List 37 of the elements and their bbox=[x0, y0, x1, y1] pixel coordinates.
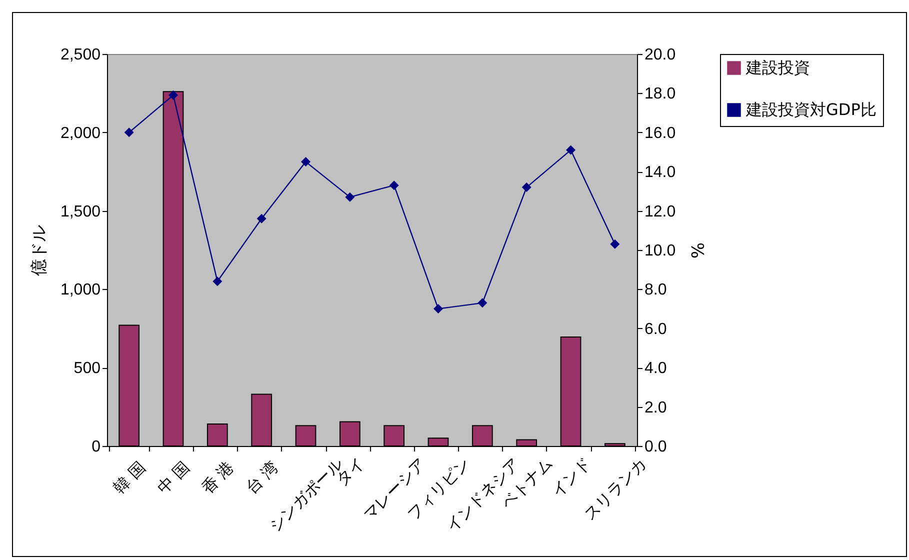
point bbox=[301, 157, 310, 167]
y-axis-title: 億ドル bbox=[29, 225, 50, 276]
point bbox=[345, 192, 355, 202]
y2-tick-label: 14.0 bbox=[644, 164, 676, 182]
point bbox=[434, 304, 443, 314]
y-tick-label: 0 bbox=[92, 438, 101, 456]
y-tick-label: 1,000 bbox=[60, 282, 101, 299]
y2-tick-label: 6.0 bbox=[644, 320, 667, 338]
y2-tick-label: 2.0 bbox=[644, 399, 667, 416]
y2-tick-label: 18.0 bbox=[644, 86, 676, 103]
x-tick-label: 台 湾 bbox=[242, 458, 282, 498]
y2-tick-label: 10.0 bbox=[644, 242, 676, 260]
y-tick-label: 2,000 bbox=[60, 124, 101, 142]
legend-label: 建設投資 bbox=[745, 58, 810, 77]
point bbox=[168, 90, 178, 100]
y2-tick-label: 12.0 bbox=[644, 203, 676, 220]
x-tick-label: 香 港 bbox=[198, 458, 238, 498]
y2-tick-label: 8.0 bbox=[644, 282, 667, 299]
point bbox=[566, 145, 576, 155]
y-tick-label: 2,500 bbox=[60, 46, 101, 64]
point bbox=[478, 298, 488, 308]
x-tick-label: 中 国 bbox=[154, 458, 194, 498]
x-tick-label: 韓 国 bbox=[109, 458, 150, 498]
point bbox=[522, 182, 532, 192]
legend-label: 建設投資対GDP比 bbox=[745, 100, 876, 119]
point bbox=[124, 128, 134, 138]
y2-axis-title: % bbox=[686, 242, 707, 259]
point bbox=[212, 276, 222, 286]
point bbox=[389, 180, 399, 190]
y2-tick-label: 20.0 bbox=[644, 46, 676, 64]
point bbox=[256, 214, 266, 224]
y2-tick-label: 16.0 bbox=[644, 124, 676, 142]
y2-tick-label: 4.0 bbox=[644, 360, 667, 378]
y2-tick-label: 0.0 bbox=[644, 438, 667, 456]
y-tick-label: 1,500 bbox=[60, 203, 101, 220]
y-tick-label: 500 bbox=[74, 360, 101, 378]
point bbox=[610, 239, 620, 249]
